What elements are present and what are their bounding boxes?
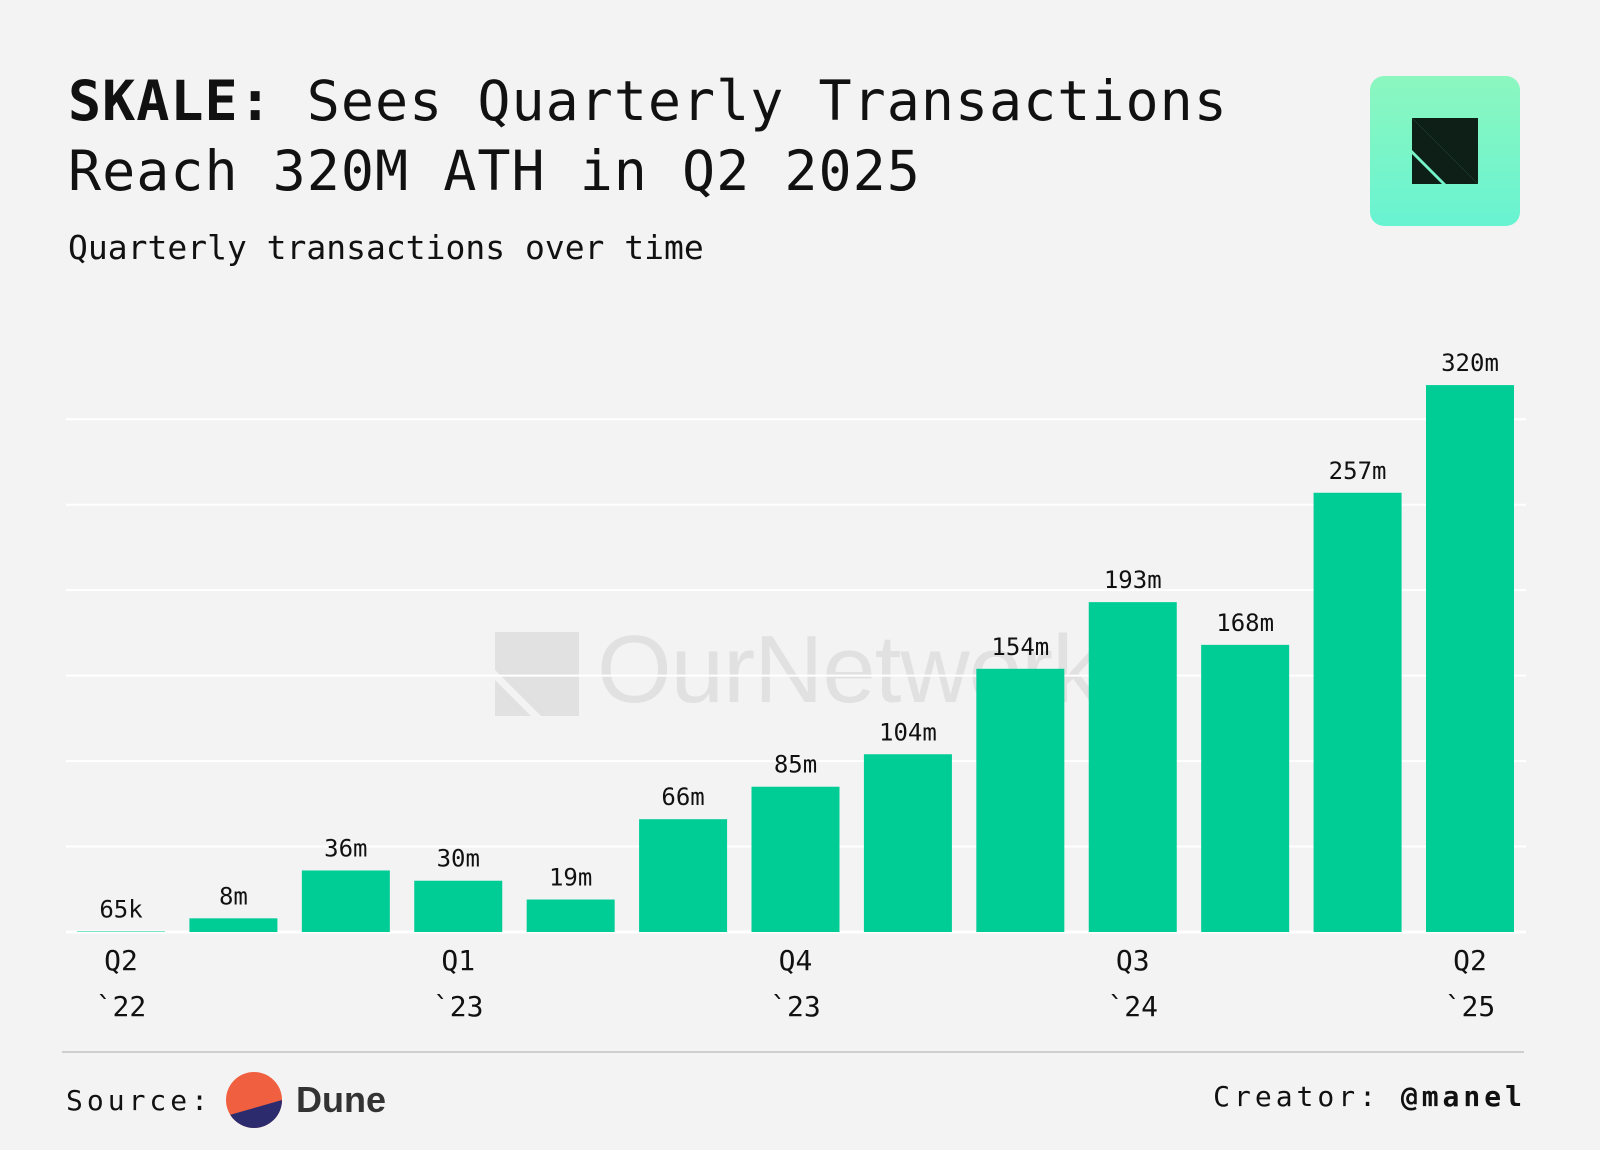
x-tick-label-quarter: Q1 [441, 944, 475, 977]
x-tick-label-year: `22 [96, 990, 147, 1023]
bar-q2-23 [526, 899, 615, 932]
source-name: Dune [296, 1079, 387, 1120]
bar-q1-23 [414, 880, 503, 932]
x-tick-label-year: `24 [1107, 990, 1158, 1023]
bar-q3-22 [189, 918, 278, 932]
data-label: 104m [879, 718, 937, 746]
x-tick-layer: Q2 `22 Q1 `23 Q4 `23 Q3 `24 Q2 `25 [96, 944, 1496, 1023]
dune-logo-icon [226, 1072, 283, 1128]
x-tick-label-year: `25 [1445, 990, 1496, 1023]
x-tick-label-year: `23 [770, 990, 821, 1023]
data-label: 193m [1104, 566, 1162, 594]
creator-handle: @manel [1400, 1080, 1526, 1113]
footer-source: Source: Dune [66, 1072, 386, 1128]
data-label: 85m [774, 751, 817, 779]
bar-q4-23 [751, 786, 840, 932]
bar-q2-24 [976, 668, 1065, 932]
bar-q2-22 [77, 931, 165, 932]
chart-title: SKALE: Sees Quarterly Transactions Reach… [68, 66, 1308, 206]
footer-creator: Creator: @manel [1213, 1080, 1526, 1113]
x-tick-label-quarter: Q2 [104, 944, 138, 977]
bar-q1-25 [1313, 492, 1402, 932]
bar-q1-24 [863, 754, 952, 932]
title-brand: SKALE: [68, 69, 273, 133]
bar-layer [77, 385, 1514, 932]
creator-label: Creator: [1213, 1080, 1380, 1113]
bar-chart-svg: 65k 8m 36m 30m 19m 66m 85m 104m 154m 193m 168m 257m… [66, 349, 1526, 1023]
footer-divider [62, 1051, 1524, 1053]
bar-q3-23 [639, 819, 728, 932]
data-label: 36m [324, 834, 367, 862]
data-label: 257m [1329, 457, 1387, 485]
data-label: 154m [991, 633, 1049, 661]
ournetwork-logo [1370, 76, 1520, 226]
bar-q4-22 [301, 870, 390, 932]
bar-q2-25 [1426, 385, 1514, 932]
ournetwork-logo-icon [1412, 118, 1478, 184]
x-tick-label-year: `23 [433, 990, 484, 1023]
data-label: 65k [99, 896, 143, 924]
chart-subtitle: Quarterly transactions over time [68, 228, 704, 267]
title-line2: Reach 320M ATH in Q2 2025 [68, 139, 921, 203]
bar-q4-24 [1201, 644, 1290, 932]
x-tick-label-quarter: Q2 [1453, 944, 1487, 977]
data-label: 320m [1441, 349, 1499, 377]
chart-title-block: SKALE: Sees Quarterly Transactions Reach… [68, 66, 1308, 206]
source-label: Source: [66, 1083, 213, 1117]
title-line1: Sees Quarterly Transactions [272, 69, 1228, 133]
data-label: 168m [1216, 609, 1274, 637]
data-label: 8m [219, 882, 248, 910]
data-label: 19m [549, 864, 592, 892]
x-tick-label-quarter: Q3 [1116, 944, 1150, 977]
data-label-layer: 65k 8m 36m 30m 19m 66m 85m 104m 154m 193m 168m 257m… [99, 349, 1499, 923]
bar-chart: 65k 8m 36m 30m 19m 66m 85m 104m 154m 193m 168m 257m… [0, 320, 1600, 1040]
data-label: 30m [437, 845, 480, 873]
data-label: 66m [661, 783, 704, 811]
x-tick-label-quarter: Q4 [779, 944, 813, 977]
bar-q3-24 [1088, 602, 1177, 932]
